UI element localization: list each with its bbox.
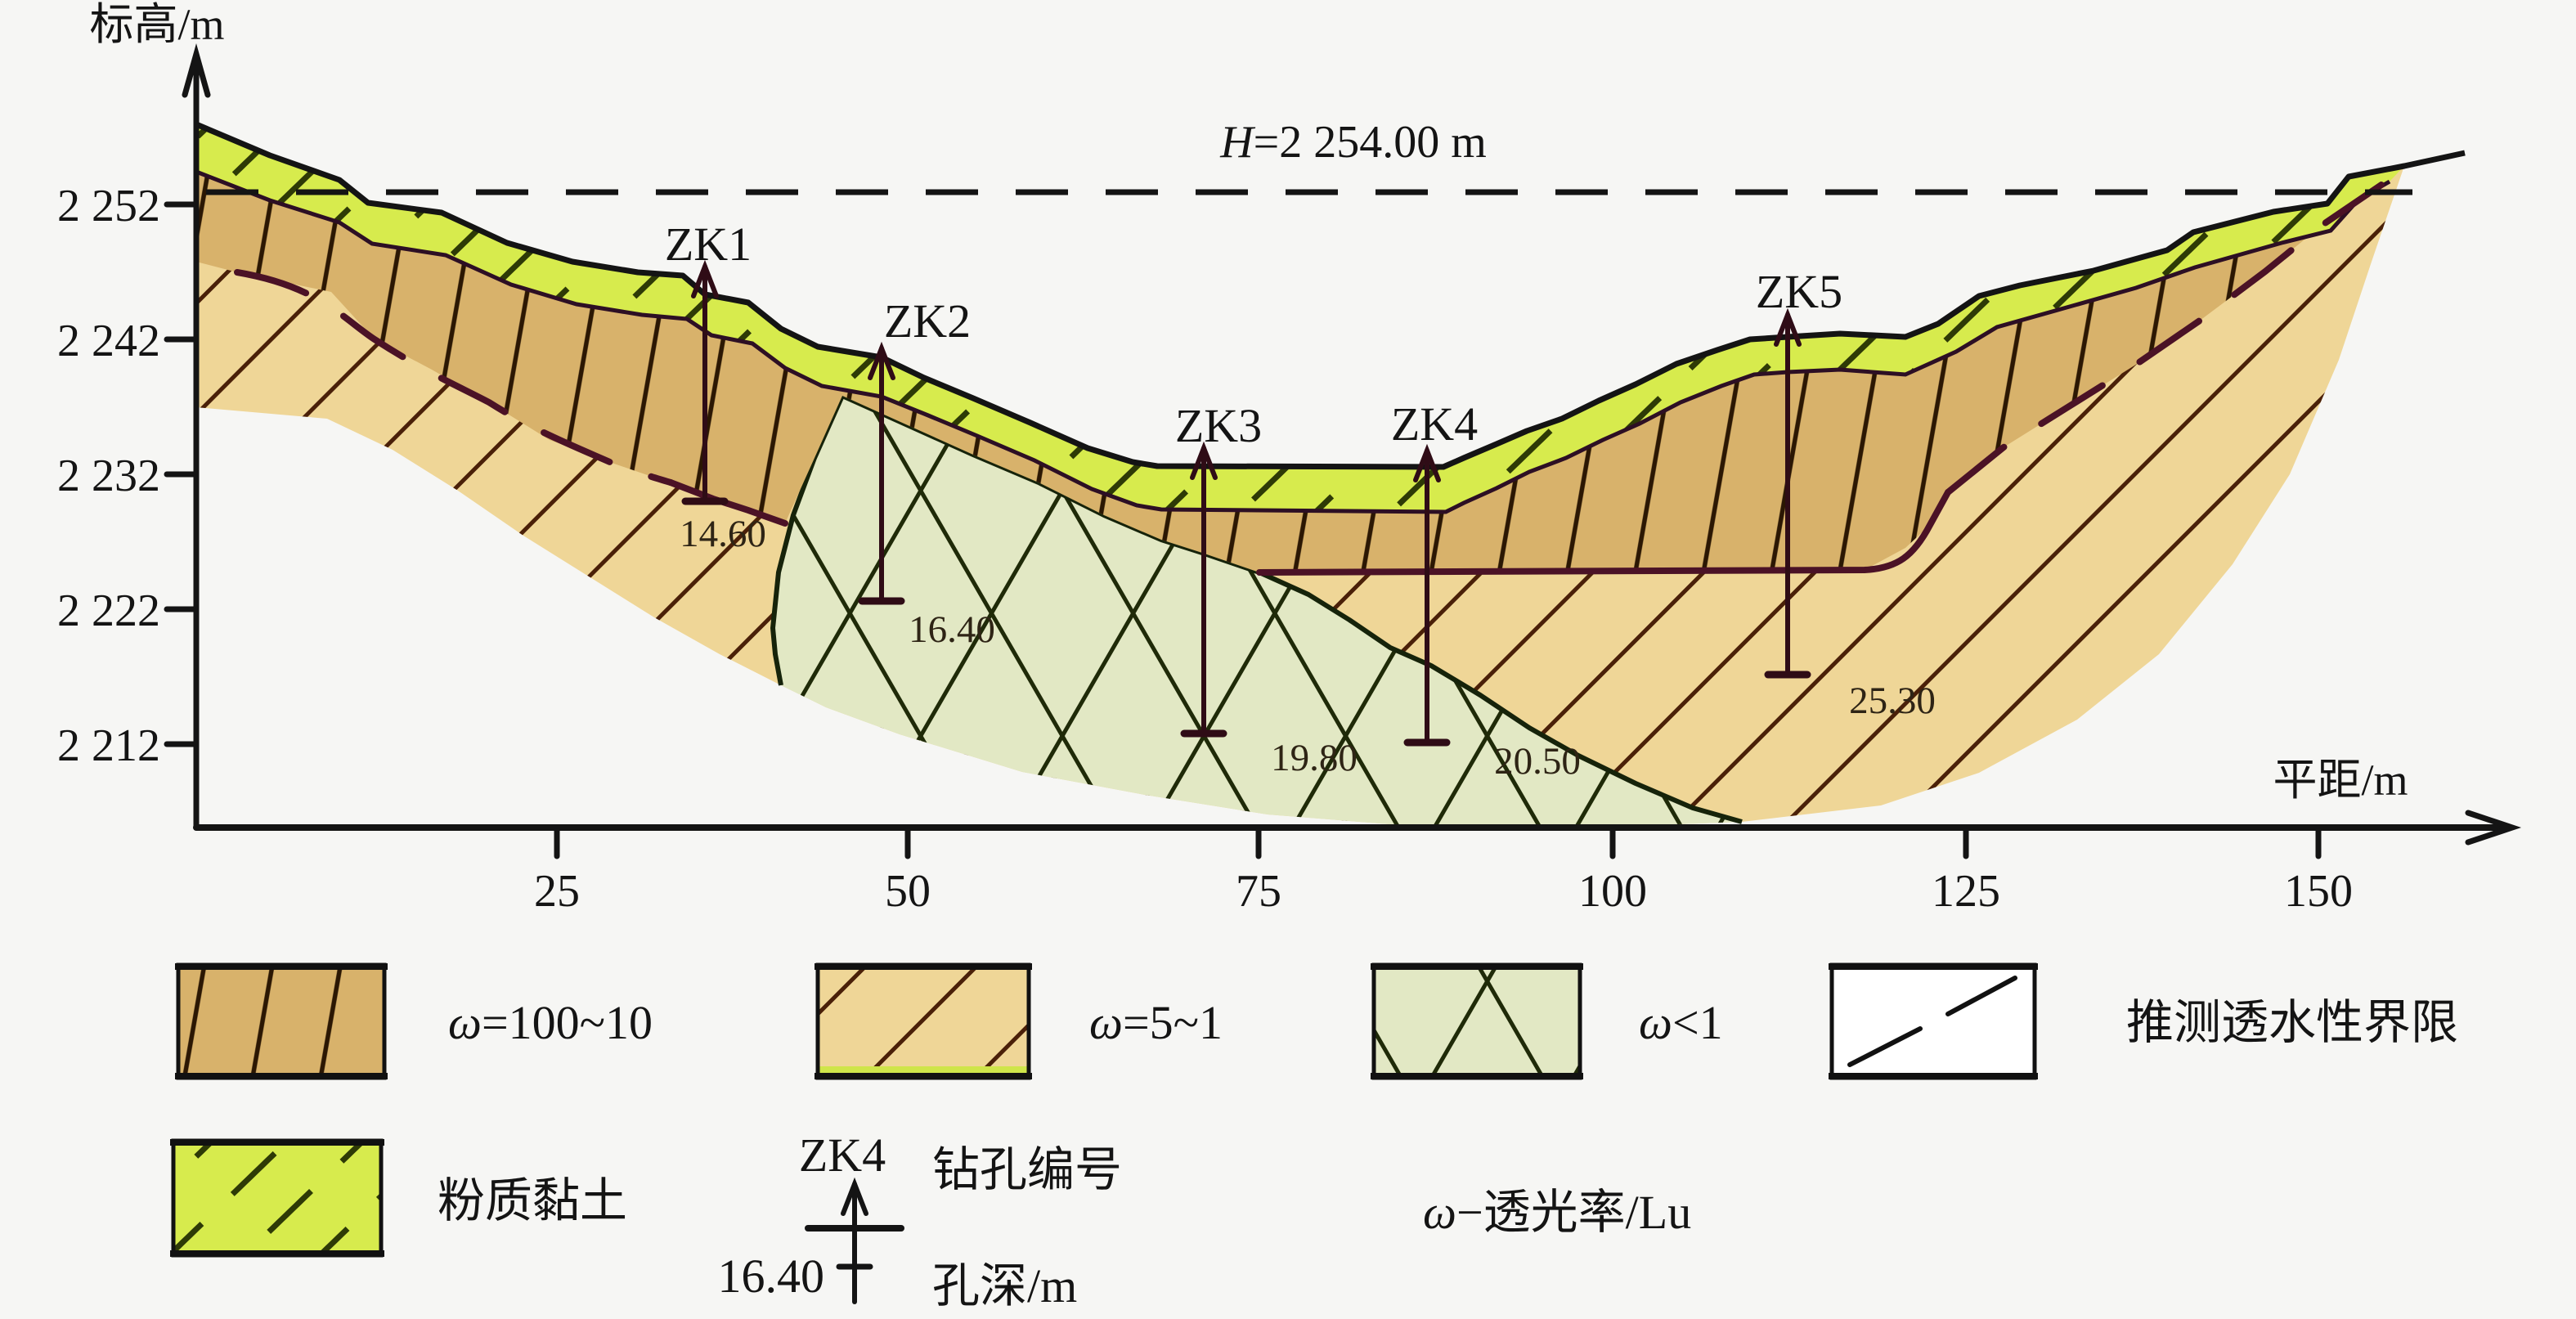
legend-item-omega-lt-1: ω<1 xyxy=(1371,962,1723,1080)
legend-borehole-depth: 16.40 xyxy=(718,1249,825,1303)
water-level: H=2 254.00 m xyxy=(206,117,2412,195)
borehole-zk4: ZK4 20.50 xyxy=(1391,397,1581,783)
y-axis-tick-labels: 2 252 2 242 2 232 2 222 2 212 xyxy=(57,181,160,771)
borehole-arrow-icon xyxy=(868,341,895,380)
legend-label-text: <1 xyxy=(1672,996,1723,1049)
y-axis-arrow-icon xyxy=(182,43,211,98)
legend-note-text: −透光率/Lu xyxy=(1456,1186,1691,1239)
legend-item-inferred-boundary: 推测透水性界限 xyxy=(1829,962,2458,1080)
borehole-id: ZK4 xyxy=(1391,397,1478,451)
boundary-solid-left xyxy=(667,479,788,527)
borehole-zk1: ZK1 14.60 xyxy=(665,218,766,555)
legend-label: 推测透水性界限 xyxy=(2126,996,2458,1049)
legend-swatch-hatch xyxy=(818,965,1029,1078)
legend-note: ω−透光率/Lu xyxy=(1423,1186,1691,1239)
borehole-depth: 20.50 xyxy=(1494,740,1581,783)
legend-label: 粉质黏土 xyxy=(438,1174,627,1227)
legend-swatch-hatch xyxy=(173,1141,381,1255)
legend-item-omega-100-10: ω=100~10 xyxy=(175,962,653,1080)
zone-omega-100-10 xyxy=(196,172,2408,572)
x-tick-label: 100 xyxy=(1578,866,1647,917)
x-tick-label: 25 xyxy=(534,866,580,917)
legend-swatch-hatch-b xyxy=(1374,965,1580,1078)
water-level-symbol: H xyxy=(1219,117,1255,168)
y-axis-ticks xyxy=(164,201,200,747)
legend-label: ω=100~10 xyxy=(448,996,653,1049)
legend-label-text: =5~1 xyxy=(1123,996,1223,1049)
legend-borehole-id-label: 钻孔编号 xyxy=(932,1143,1122,1196)
geology-layers xyxy=(195,121,2466,828)
x-axis-arrow-icon xyxy=(2465,810,2522,846)
borehole-id: ZK3 xyxy=(1175,399,1262,452)
legend-borehole-depth-label: 孔深/m xyxy=(932,1259,1077,1312)
legend: ω=100~10 ω=5~1 ω<1 推测透水性界限 xyxy=(170,962,2458,1312)
borehole-zk2: ZK2 16.40 xyxy=(858,294,995,651)
borehole-arrow-icon xyxy=(1774,307,1802,347)
legend-label-symbol: ω xyxy=(448,996,482,1049)
silty-clay-bottom-line xyxy=(195,169,2391,514)
legend-label-symbol: ω xyxy=(1639,996,1672,1049)
axes: 2 252 2 242 2 232 2 222 2 212 25 50 75 1… xyxy=(57,0,2522,917)
ground-surface-line xyxy=(195,121,2466,470)
legend-item-silty-clay: 粉质黏土 xyxy=(170,1138,627,1258)
borehole-depth: 25.30 xyxy=(1849,680,1936,722)
water-level-value: =2 254.00 m xyxy=(1254,117,1487,168)
legend-label: ω=5~1 xyxy=(1089,996,1223,1049)
borehole-depth: 19.80 xyxy=(1271,737,1358,779)
legend-swatch-hatch xyxy=(178,965,384,1078)
x-tick-label: 125 xyxy=(1932,866,2000,917)
water-level-label: H=2 254.00 m xyxy=(1219,117,1487,168)
borehole-zk3: ZK3 19.80 xyxy=(1175,399,1358,779)
y-tick-label: 2 242 xyxy=(57,316,160,366)
inferred-boundary-left-dashed xyxy=(234,269,674,486)
legend-item-omega-5-1: ω=5~1 xyxy=(815,962,1223,1080)
silty-clay-band xyxy=(195,124,2404,514)
legend-borehole-id: ZK4 xyxy=(799,1128,886,1182)
borehole-depth: 14.60 xyxy=(680,513,766,555)
silty-clay-hatch xyxy=(196,124,2404,512)
borehole-zk5: ZK5 25.30 xyxy=(1756,265,1936,722)
inferred-boundary-right-dashed xyxy=(1945,182,2385,496)
permeability-boundaries xyxy=(234,182,2385,576)
legend-borehole-symbol: ZK4 16.40 钻孔编号 孔深/m xyxy=(718,1128,1123,1312)
zone-omega-lt-1 xyxy=(770,393,1743,828)
dashed-boundary-sample-icon xyxy=(1847,976,2017,1067)
x-tick-label: 50 xyxy=(885,866,931,917)
borehole-depth: 16.40 xyxy=(909,608,995,651)
borehole-arrow-icon xyxy=(1190,441,1218,480)
x-axis-tick-labels: 25 50 75 100 125 150 xyxy=(534,866,2353,917)
y-tick-label: 2 252 xyxy=(57,181,160,231)
borehole-arrow-icon xyxy=(1413,443,1441,482)
x-tick-label: 150 xyxy=(2284,866,2353,917)
borehole-arrow-icon xyxy=(691,259,719,298)
legend-label-text: =100~10 xyxy=(482,996,653,1049)
legend-note-symbol: ω xyxy=(1423,1186,1456,1239)
x-axis-ticks xyxy=(554,824,2322,859)
borehole-id: ZK5 xyxy=(1756,265,1842,318)
borehole-id: ZK2 xyxy=(884,294,971,348)
boundary-solid-valley-floor xyxy=(1256,489,1951,576)
x-tick-label: 75 xyxy=(1236,866,1281,917)
zone-omega-lt-1-hatch-b xyxy=(773,396,1742,828)
y-tick-label: 2 222 xyxy=(57,585,160,636)
y-axis-title: 标高/m xyxy=(89,0,224,49)
boreholes: ZK1 14.60 ZK2 16.40 ZK3 19.80 ZK4 20.50 xyxy=(665,218,1936,783)
y-tick-label: 2 232 xyxy=(57,451,160,501)
zone-omega-100-10-hatch xyxy=(196,172,2408,572)
legend-label-symbol: ω xyxy=(1089,996,1123,1049)
y-tick-label: 2 212 xyxy=(57,720,160,771)
legend-borehole-arrow-icon xyxy=(841,1177,868,1216)
legend-label: ω<1 xyxy=(1639,996,1723,1049)
x-axis-title: 平距/m xyxy=(2273,756,2408,805)
borehole-id: ZK1 xyxy=(665,218,752,271)
